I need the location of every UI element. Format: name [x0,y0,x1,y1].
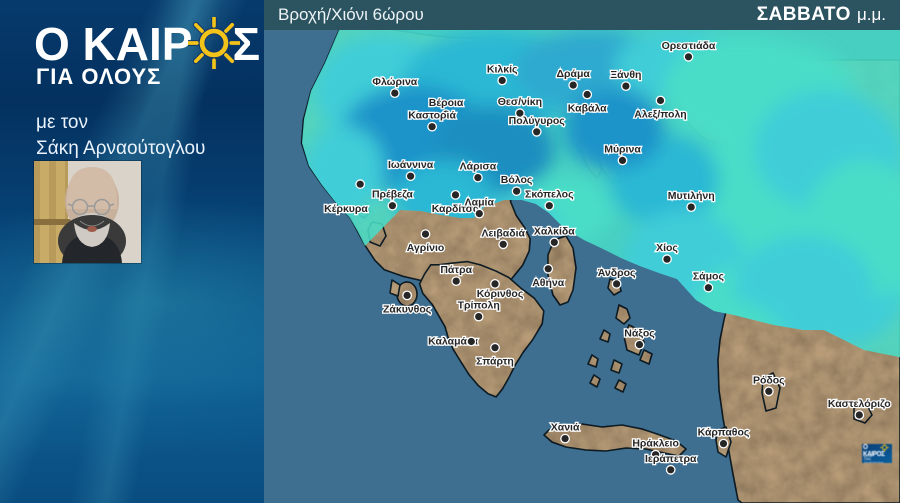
svg-text:Χίος: Χίος [656,242,678,254]
svg-text:Ζάκυνθος: Ζάκυνθος [383,303,432,315]
svg-text:Βόλος: Βόλος [501,174,533,186]
svg-text:Ηράκλειο: Ηράκλειο [632,438,679,450]
svg-text:Ξάνθη: Ξάνθη [610,69,641,81]
svg-text:Καβάλα: Καβάλα [568,103,607,115]
svg-text:Τρίπολη: Τρίπολη [458,300,500,312]
svg-text:Σκόπελος: Σκόπελος [525,189,574,201]
svg-text:Κόρινθος: Κόρινθος [477,288,524,300]
svg-text:Σπάρτη: Σπάρτη [476,356,514,368]
svg-text:Χανιά: Χανιά [551,422,580,434]
svg-text:Μύρινα: Μύρινα [604,143,641,155]
svg-text:Αθήνα: Αθήνα [532,277,565,289]
svg-text:Χαλκίδα: Χαλκίδα [534,225,575,237]
svg-text:Ιωάννινα: Ιωάννινα [388,159,434,171]
svg-text:Λάρισα: Λάρισα [460,161,497,173]
svg-text:Καστοριά: Καστοριά [408,110,456,122]
svg-text:Άνδρος: Άνδρος [598,267,636,279]
svg-text:Φλώρινα: Φλώρινα [372,76,417,88]
svg-text:Θεσ/νίκη: Θεσ/νίκη [498,96,542,108]
svg-text:Σάμος: Σάμος [693,271,725,283]
svg-text:Πρέβεζα: Πρέβεζα [372,189,413,201]
svg-text:Πολύγυρος: Πολύγυρος [509,115,566,127]
svg-text:Βέροια: Βέροια [429,97,464,109]
svg-text:Αγρίνιο: Αγρίνιο [407,242,445,254]
svg-text:Μυτιλήνη: Μυτιλήνη [668,190,715,202]
svg-text:Ορεστιάδα: Ορεστιάδα [662,40,716,52]
svg-text:Νάξος: Νάξος [624,328,655,340]
svg-text:Πάτρα: Πάτρα [440,264,472,276]
svg-text:Λαμία: Λαμία [465,197,495,209]
svg-text:Καστελόριζο: Καστελόριζο [828,398,891,410]
svg-text:Αλεξ/πολη: Αλεξ/πολη [634,109,686,121]
svg-text:Κιλκίς: Κιλκίς [487,64,518,76]
svg-text:Λειβαδιά: Λειβαδιά [481,227,525,239]
svg-text:Ρόδος: Ρόδος [753,374,785,386]
svg-text:Κέρκυρα: Κέρκυρα [324,203,368,215]
svg-text:Δράμα: Δράμα [557,68,591,80]
svg-text:Ιεράπετρα: Ιεράπετρα [645,453,697,465]
svg-text:Κάρπαθος: Κάρπαθος [698,427,750,439]
